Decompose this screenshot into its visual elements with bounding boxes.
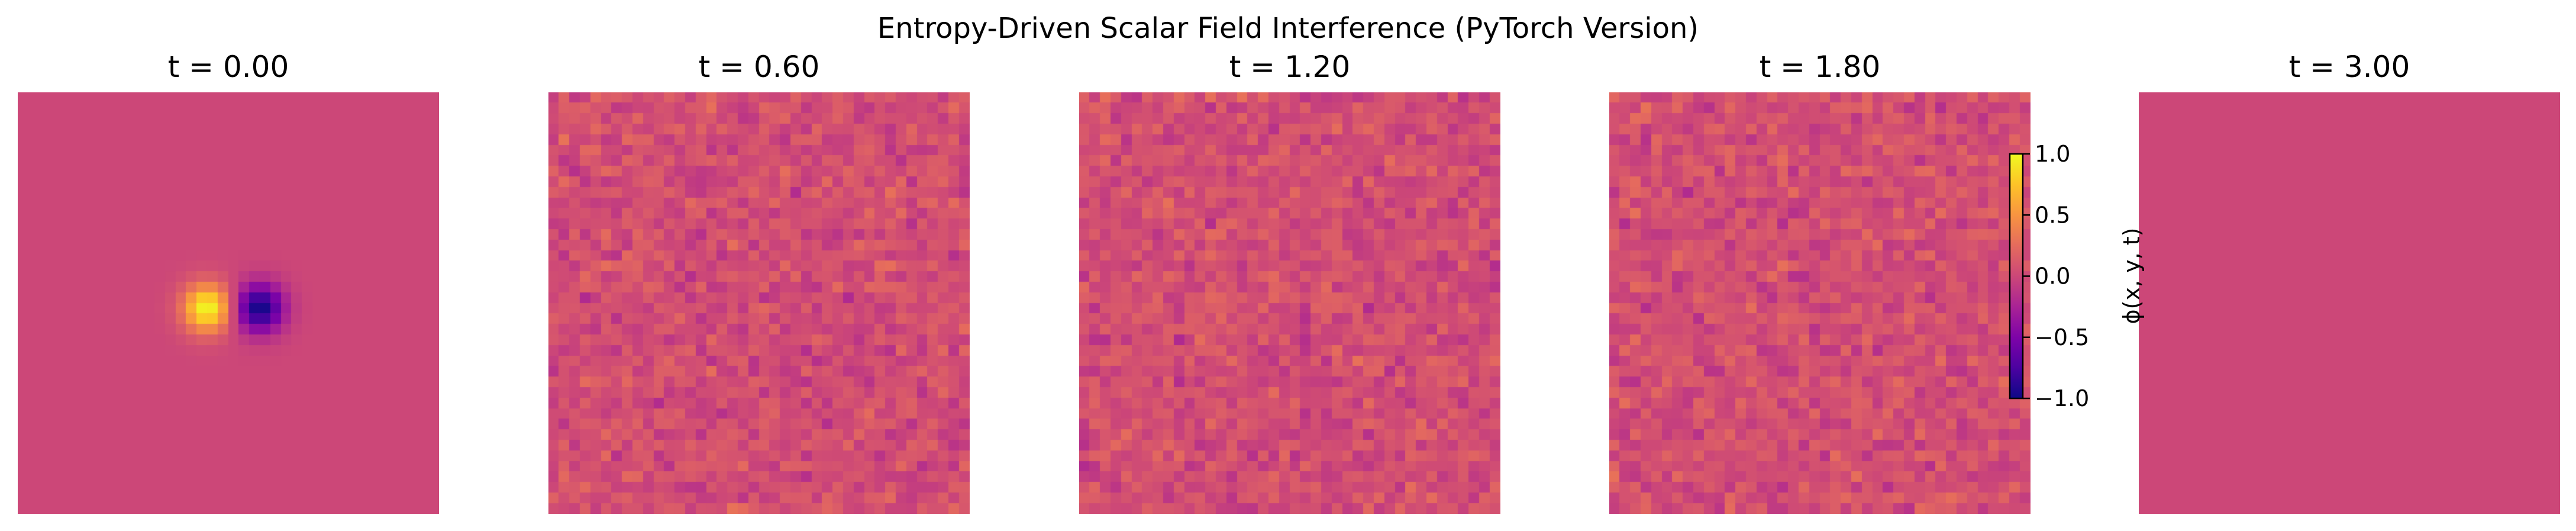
colorbar: 1.0 0.5 0.0 −0.5 −1.0 ϕ(x, y, t) <box>2009 141 2145 411</box>
panel-title: t = 1.20 <box>1229 50 1351 84</box>
panel-title: t = 0.00 <box>167 50 289 84</box>
colorbar-tick-label: 0.0 <box>2035 263 2070 289</box>
colorbar-tick-label: 1.0 <box>2035 141 2070 167</box>
colorbar-label: ϕ(x, y, t) <box>2119 228 2145 324</box>
colorbar-tick-label: −0.5 <box>2035 324 2089 350</box>
colorbar-gradient <box>2009 153 2024 400</box>
heatmap-t4 <box>2139 92 2560 514</box>
colorbar-tick-label: 0.5 <box>2035 202 2070 228</box>
suptitle: Entropy-Driven Scalar Field Interference… <box>877 12 1699 45</box>
heatmap-t3 <box>1609 92 2031 514</box>
panel-title: t = 1.80 <box>1759 50 1881 84</box>
heatmap-t0 <box>18 92 439 514</box>
colorbar-tick-label: −1.0 <box>2035 385 2089 411</box>
panel-title: t = 0.60 <box>698 50 820 84</box>
heatmap-t2 <box>1079 92 1500 514</box>
panel-title: t = 3.00 <box>2288 50 2410 84</box>
heatmap-t1 <box>548 92 970 514</box>
